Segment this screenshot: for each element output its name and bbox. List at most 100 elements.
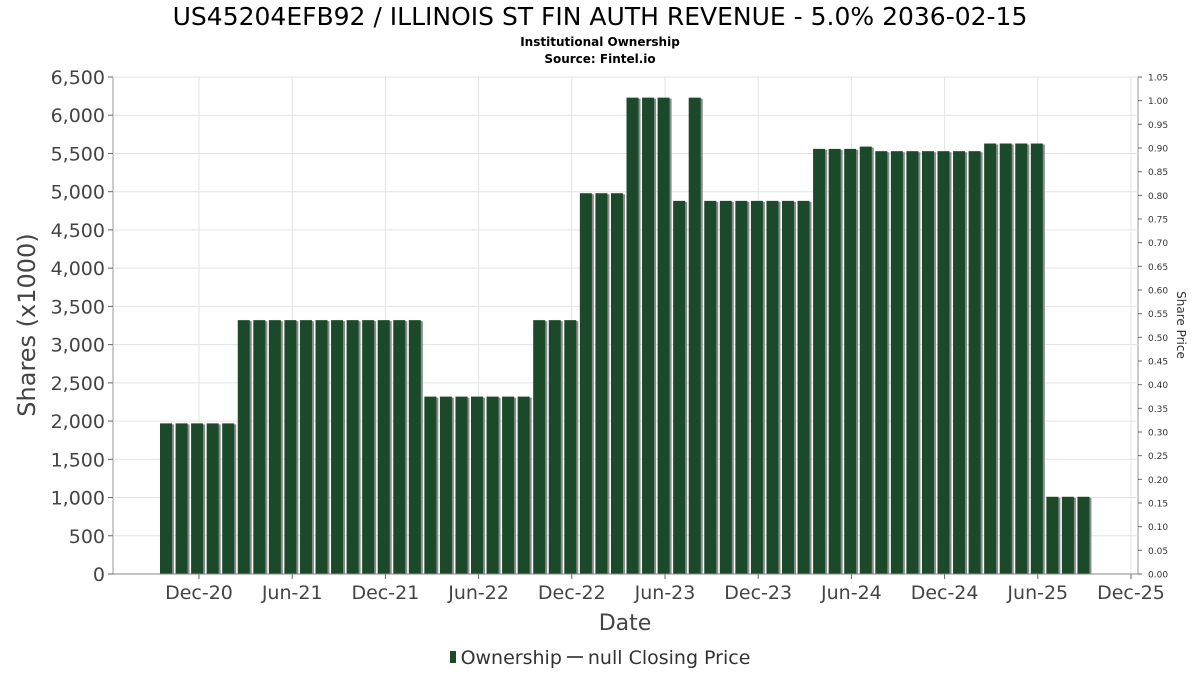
ownership-bar <box>455 396 468 574</box>
x-tick-label: Dec-24 <box>911 582 979 604</box>
y-tick-label: 3,500 <box>51 296 105 318</box>
ownership-bar <box>797 200 810 575</box>
ownership-bar <box>346 320 359 574</box>
plot-area <box>112 76 1139 575</box>
y-tick-label: 0 <box>93 564 105 586</box>
y-tick-label: 4,000 <box>51 258 105 280</box>
ownership-bar <box>1061 496 1074 574</box>
ownership-bar <box>471 396 483 574</box>
y2-tick-label: 0.15 <box>1148 500 1168 510</box>
y2-tick-label: 0.40 <box>1148 381 1168 391</box>
y2-tick-label: 0.70 <box>1148 239 1168 249</box>
ownership-bar <box>688 97 701 574</box>
ownership-bar <box>750 200 763 575</box>
ownership-bar <box>331 320 344 574</box>
ownership-bar <box>175 423 188 574</box>
legend: Ownership null Closing Price <box>0 647 1200 669</box>
ownership-bar <box>719 200 732 575</box>
legend-ownership: Ownership <box>460 647 562 669</box>
y2-axis: 0.00 0.05 0.10 0.15 0.20 0.25 0.30 0.35 0.40 0.45… <box>1138 74 1168 581</box>
closing-price-line-icon <box>566 656 583 658</box>
ownership-bar <box>517 396 530 574</box>
ownership-bar <box>160 423 172 574</box>
ownership-bar <box>408 320 421 574</box>
ownership-bar <box>206 423 219 574</box>
ownership-bar <box>953 151 966 574</box>
legend-closing-price: null Closing Price <box>587 647 751 669</box>
y-axis: 0 500 1,000 1,500 2,000 2,500 3,000 3,500 4,000 4… <box>51 67 113 586</box>
y2-tick-label: 0.30 <box>1148 429 1168 439</box>
ownership-bar <box>735 200 748 575</box>
ownership-bar <box>486 396 499 574</box>
y2-tick-label: 0.05 <box>1148 547 1168 557</box>
ownership-bar <box>642 97 655 574</box>
ownership-bar <box>968 151 981 574</box>
ownership-bar <box>1030 143 1043 574</box>
y-tick-label: 1,000 <box>51 488 105 510</box>
y2-tick-label: 0.75 <box>1148 216 1168 226</box>
x-tick-label: Dec-25 <box>1097 582 1165 604</box>
y2-tick-label: 0.55 <box>1148 310 1168 320</box>
x-tick-label: Dec-22 <box>538 582 606 604</box>
ownership-bar <box>844 148 857 574</box>
y2-tick-label: 0.35 <box>1148 405 1168 415</box>
ownership-bar <box>533 320 546 574</box>
ownership-bar <box>657 97 670 574</box>
ownership-bar <box>626 97 639 574</box>
ownership-bar <box>875 151 888 574</box>
ownership-bar <box>299 320 312 574</box>
chart-source: Source: Fintel.io <box>544 52 656 66</box>
y2-tick-label: 0.85 <box>1148 168 1168 178</box>
ownership-bar <box>704 200 717 575</box>
y-tick-label: 5,500 <box>51 143 105 165</box>
ownership-bar <box>502 396 515 574</box>
bars <box>160 97 1092 575</box>
y2-tick-label: 0.10 <box>1148 523 1168 533</box>
y-tick-label: 6,000 <box>51 105 105 127</box>
y-tick-label: 3,000 <box>51 335 105 357</box>
ownership-swatch-icon <box>449 651 456 663</box>
ownership-bar <box>782 200 794 575</box>
ownership-bar <box>191 423 204 574</box>
y2-tick-label: 0.25 <box>1148 452 1168 462</box>
ownership-bar <box>393 320 406 574</box>
ownership-bar <box>937 151 950 574</box>
y2-tick-label: 0.50 <box>1148 334 1168 344</box>
y2-tick-label: 0.60 <box>1148 287 1168 297</box>
y-tick-label: 5,000 <box>51 182 105 204</box>
x-axis: Dec-20 Jun-21 Dec-21 Jun-22 Dec-22 Jun-23 Dec-… <box>113 573 1165 604</box>
y2-tick-label: 1.00 <box>1148 97 1168 107</box>
chart-subtitle: Institutional Ownership <box>520 35 680 49</box>
x-tick-label: Jun-24 <box>820 582 882 604</box>
y-tick-label: 2,500 <box>51 373 105 395</box>
ownership-bar <box>595 193 608 574</box>
y2-tick-label: 0.20 <box>1148 476 1168 486</box>
ownership-bar <box>673 200 686 575</box>
ownership-bar <box>906 151 919 574</box>
ownership-bar <box>424 396 437 574</box>
x-axis-label: Date <box>599 611 652 636</box>
y2-tick-label: 0.95 <box>1148 121 1168 131</box>
ownership-bar <box>984 143 997 574</box>
ownership-bar <box>362 320 375 574</box>
ownership-bar <box>1077 496 1090 574</box>
ownership-bar <box>564 320 577 574</box>
x-tick-label: Jun-21 <box>261 582 323 604</box>
x-tick-label: Jun-23 <box>634 582 696 604</box>
x-tick-label: Jun-25 <box>1006 582 1068 604</box>
y-tick-label: 6,500 <box>51 67 105 89</box>
ownership-bar <box>890 151 903 574</box>
ownership-bar <box>548 320 561 574</box>
y-tick-label: 4,500 <box>51 220 105 242</box>
y2-tick-label: 0.65 <box>1148 263 1168 273</box>
ownership-bar <box>439 396 452 574</box>
y2-tick-label: 0.90 <box>1148 145 1168 155</box>
y2-axis-label: Share Price <box>1174 291 1188 359</box>
ownership-bar <box>999 143 1012 574</box>
x-tick-label: Dec-21 <box>351 582 419 604</box>
ownership-bar <box>921 151 934 574</box>
ownership-bar <box>315 320 328 574</box>
y-axis-label: Shares (x1000) <box>13 233 41 416</box>
ownership-bar <box>377 320 390 574</box>
